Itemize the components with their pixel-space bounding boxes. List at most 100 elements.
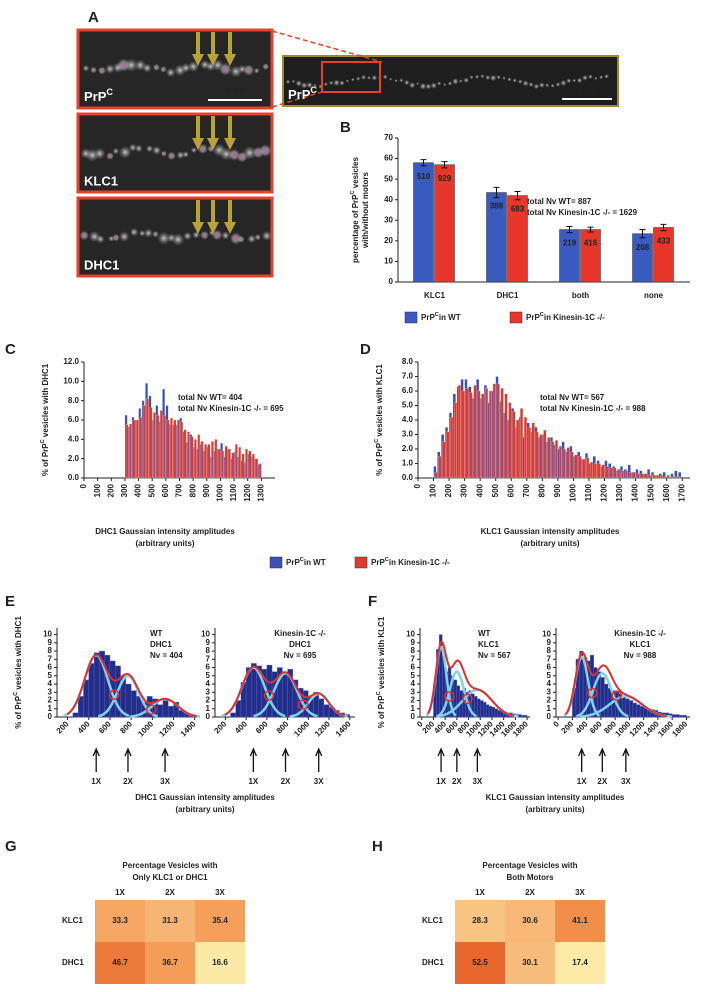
x-tick-label: 1000 [136,719,155,738]
vesicle [599,75,604,80]
vesicle [200,230,210,240]
intersection-marker [611,690,622,701]
peak-arrow [161,747,169,772]
superscript: C [13,692,19,696]
vesicle [323,82,328,87]
text-part: PrP [371,558,385,567]
y-tick-label: 4.0 [402,415,414,424]
histogram-bar [245,448,248,479]
y-tick-label: 5.0 [402,401,414,410]
vesicle [82,64,90,72]
y-tick-label: 1 [547,704,552,713]
y-tick-label: 4 [547,679,552,688]
vesicle [356,76,361,81]
histogram-bar [204,444,207,479]
y-tick-label: 7 [547,654,552,663]
y-tick-label: 8 [206,646,211,655]
vesicle [533,83,540,90]
legend-label: PrPCin WT [286,557,326,567]
histogram-bar [130,690,137,718]
y-tick-label: 6 [547,663,552,672]
peak-arrow [622,747,630,772]
vesicle [545,83,550,88]
peak-arrow [281,747,290,772]
histogram-bar [170,417,173,479]
text-part: vesicles with KLC1 [375,364,384,439]
arrow [224,200,236,234]
heat-cell [95,942,145,984]
cell-value: 36.7 [162,958,178,967]
y-tick-label: 1 [206,704,211,713]
heat-cell [195,900,245,942]
histogram-bar [224,446,228,479]
vesicle [576,77,583,84]
histogram-bar [231,452,235,479]
vesicle [300,82,308,89]
x-axis-label: DHC1 Gaussian intensity amplitudes [135,793,275,802]
micrograph-label: PrPC [288,85,317,102]
histogram-bar [523,715,528,718]
histogram-bar [496,383,500,479]
y-tick-label: 2 [206,696,211,705]
column-header: 3X [215,888,225,897]
histogram-bar [547,437,551,479]
intersection-marker [108,689,120,700]
x-axis-label: KLC1 Gaussian intensity amplitudes [481,527,620,536]
peak-label: 3X [472,777,482,786]
histogram-bar [667,476,671,479]
vesicle [142,63,152,73]
y-tick-label: 5 [411,671,416,680]
x-tick-label: 1300 [256,483,265,501]
histogram-bar [671,714,676,718]
annotation: DHC1 [289,640,311,649]
histogram-bar [200,441,204,479]
histogram-bar [153,412,156,479]
x-axis-label: (arbitrary units) [175,805,234,814]
histogram-bar [520,408,524,479]
gaussian-component [436,670,477,718]
histogram-bar [491,706,496,718]
histogram-bar [129,423,132,479]
y-tick-label: 4.0 [68,434,80,443]
peak-arrow [437,747,445,772]
x-tick-label: 1400 [179,719,198,738]
y-tick-label: 4 [206,679,211,688]
histogram-bar [621,470,625,479]
superscript: C [40,439,46,443]
vesicle [367,75,371,80]
vesicle [124,58,139,72]
vesicle [452,77,459,85]
vesicle [97,66,107,75]
y-tick-label: 10 [43,630,52,639]
peak-label: 3X [621,777,631,786]
x-tick-label: 400 [475,483,484,497]
histogram-bar [477,390,481,479]
x-tick-label: 600 [97,719,113,735]
panel-letter: G [5,838,17,855]
peak-arrow [124,747,132,772]
arrow [224,116,236,150]
cell-value: 52.5 [472,958,488,967]
y-tick-label: 6.0 [68,415,80,424]
vesicle [474,74,480,79]
histogram-bar [88,663,95,718]
table-title: Percentage Vesicles with [122,861,217,870]
histogram-bar [656,475,660,479]
cell-value: 28.3 [472,916,488,925]
vesicle [459,79,463,83]
count-label: 208 [636,243,650,252]
vesicle [339,80,345,86]
bar [632,233,653,283]
y-tick-label: 6 [206,663,211,672]
vesicle [408,81,416,89]
vesicle [371,74,378,81]
y-tick-label: 0 [206,712,211,721]
histogram-bar [504,393,508,479]
histogram-bar [586,457,590,479]
histogram-bar [255,458,259,479]
histogram-bar [639,706,644,718]
cell-value: 31.3 [162,916,178,925]
histogram-bar [252,453,255,479]
vesicle [333,79,341,87]
histogram-bar [500,388,504,479]
